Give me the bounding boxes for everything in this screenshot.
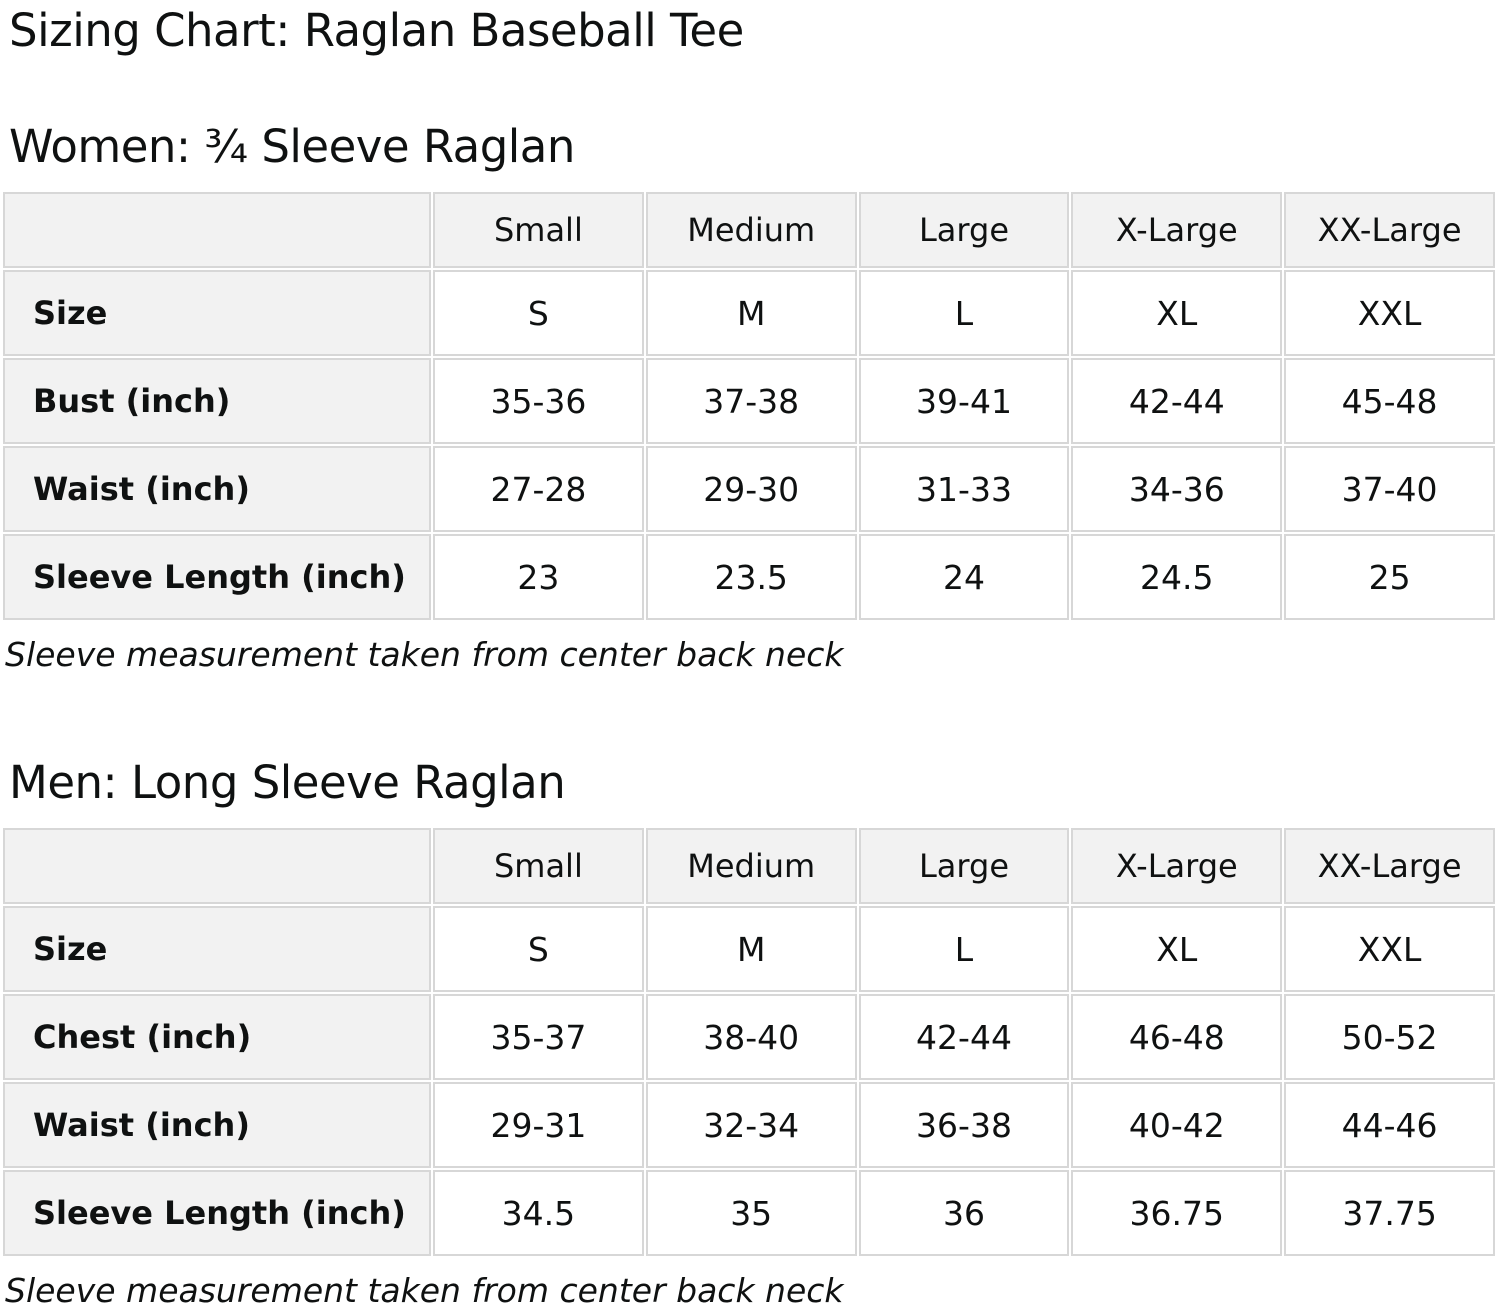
- cell-value: L: [858, 906, 1070, 992]
- cell-value: 39-41: [858, 358, 1070, 444]
- cell-value: 38-40: [645, 994, 857, 1080]
- corner-cell: [3, 192, 431, 268]
- cell-value: 34.5: [433, 1170, 644, 1256]
- cell-value: 40-42: [1071, 1082, 1283, 1168]
- men-size-table: Small Medium Large X-Large XX-Large Size…: [1, 826, 1497, 1258]
- cell-value: 27-28: [433, 446, 644, 532]
- table-row-size: Size S M L XL XXL: [3, 270, 1495, 356]
- sleeve-measurement-note: Sleeve measurement taken from center bac…: [5, 635, 844, 674]
- cell-value: M: [645, 270, 857, 356]
- row-label-bust: Bust (inch): [3, 358, 431, 444]
- cell-value: XXL: [1284, 270, 1495, 356]
- cell-value: 46-48: [1071, 994, 1283, 1080]
- table-row-waist: Waist (inch) 29-31 32-34 36-38 40-42 44-…: [3, 1082, 1495, 1168]
- row-label-size: Size: [3, 270, 431, 356]
- cell-value: 42-44: [1071, 358, 1283, 444]
- cell-value: 29-31: [433, 1082, 644, 1168]
- row-label-waist: Waist (inch): [3, 446, 431, 532]
- cell-value: 42-44: [858, 994, 1070, 1080]
- women-section: Women: ¾ Sleeve Raglan Small Medium Larg…: [0, 122, 1500, 672]
- cell-value: 37-40: [1284, 446, 1495, 532]
- cell-value: 23.5: [645, 534, 857, 620]
- table-row-sleeve-length: Sleeve Length (inch) 34.5 35 36 36.75 37…: [3, 1170, 1495, 1256]
- cell-value: 24.5: [1071, 534, 1283, 620]
- cell-value: XL: [1071, 270, 1283, 356]
- col-header-xlarge: X-Large: [1071, 828, 1283, 904]
- cell-value: 50-52: [1284, 994, 1495, 1080]
- col-header-small: Small: [433, 828, 644, 904]
- col-header-xxlarge: XX-Large: [1284, 192, 1495, 268]
- cell-value: XXL: [1284, 906, 1495, 992]
- women-header-row: Small Medium Large X-Large XX-Large: [3, 192, 1495, 268]
- cell-value: 31-33: [858, 446, 1070, 532]
- cell-value: 36-38: [858, 1082, 1070, 1168]
- table-row-bust: Bust (inch) 35-36 37-38 39-41 42-44 45-4…: [3, 358, 1495, 444]
- row-label-waist: Waist (inch): [3, 1082, 431, 1168]
- men-section: Men: Long Sleeve Raglan Small Medium Lar…: [0, 758, 1500, 1308]
- cell-value: S: [433, 906, 644, 992]
- cell-value: 44-46: [1284, 1082, 1495, 1168]
- row-label-sleeve-length: Sleeve Length (inch): [3, 534, 431, 620]
- cell-value: 34-36: [1071, 446, 1283, 532]
- cell-value: 23: [433, 534, 644, 620]
- cell-value: 37-38: [645, 358, 857, 444]
- col-header-xlarge: X-Large: [1071, 192, 1283, 268]
- table-row-chest: Chest (inch) 35-37 38-40 42-44 46-48 50-…: [3, 994, 1495, 1080]
- cell-value: 35: [645, 1170, 857, 1256]
- row-label-sleeve-length: Sleeve Length (inch): [3, 1170, 431, 1256]
- table-row-size: Size S M L XL XXL: [3, 906, 1495, 992]
- corner-cell: [3, 828, 431, 904]
- col-header-medium: Medium: [645, 828, 857, 904]
- men-section-heading: Men: Long Sleeve Raglan: [9, 756, 566, 809]
- col-header-medium: Medium: [645, 192, 857, 268]
- table-row-waist: Waist (inch) 27-28 29-30 31-33 34-36 37-…: [3, 446, 1495, 532]
- cell-value: M: [645, 906, 857, 992]
- cell-value: XL: [1071, 906, 1283, 992]
- cell-value: 36: [858, 1170, 1070, 1256]
- page-title: Sizing Chart: Raglan Baseball Tee: [9, 4, 744, 57]
- women-section-heading: Women: ¾ Sleeve Raglan: [9, 120, 575, 173]
- table-row-sleeve-length: Sleeve Length (inch) 23 23.5 24 24.5 25: [3, 534, 1495, 620]
- sleeve-measurement-note: Sleeve measurement taken from center bac…: [5, 1271, 844, 1310]
- row-label-chest: Chest (inch): [3, 994, 431, 1080]
- col-header-small: Small: [433, 192, 644, 268]
- cell-value: 32-34: [645, 1082, 857, 1168]
- cell-value: 24: [858, 534, 1070, 620]
- cell-value: 25: [1284, 534, 1495, 620]
- men-header-row: Small Medium Large X-Large XX-Large: [3, 828, 1495, 904]
- cell-value: S: [433, 270, 644, 356]
- cell-value: 36.75: [1071, 1170, 1283, 1256]
- cell-value: 37.75: [1284, 1170, 1495, 1256]
- cell-value: L: [858, 270, 1070, 356]
- women-size-table: Small Medium Large X-Large XX-Large Size…: [1, 190, 1497, 622]
- col-header-large: Large: [858, 828, 1070, 904]
- cell-value: 35-37: [433, 994, 644, 1080]
- col-header-large: Large: [858, 192, 1070, 268]
- col-header-xxlarge: XX-Large: [1284, 828, 1495, 904]
- cell-value: 45-48: [1284, 358, 1495, 444]
- cell-value: 35-36: [433, 358, 644, 444]
- row-label-size: Size: [3, 906, 431, 992]
- cell-value: 29-30: [645, 446, 857, 532]
